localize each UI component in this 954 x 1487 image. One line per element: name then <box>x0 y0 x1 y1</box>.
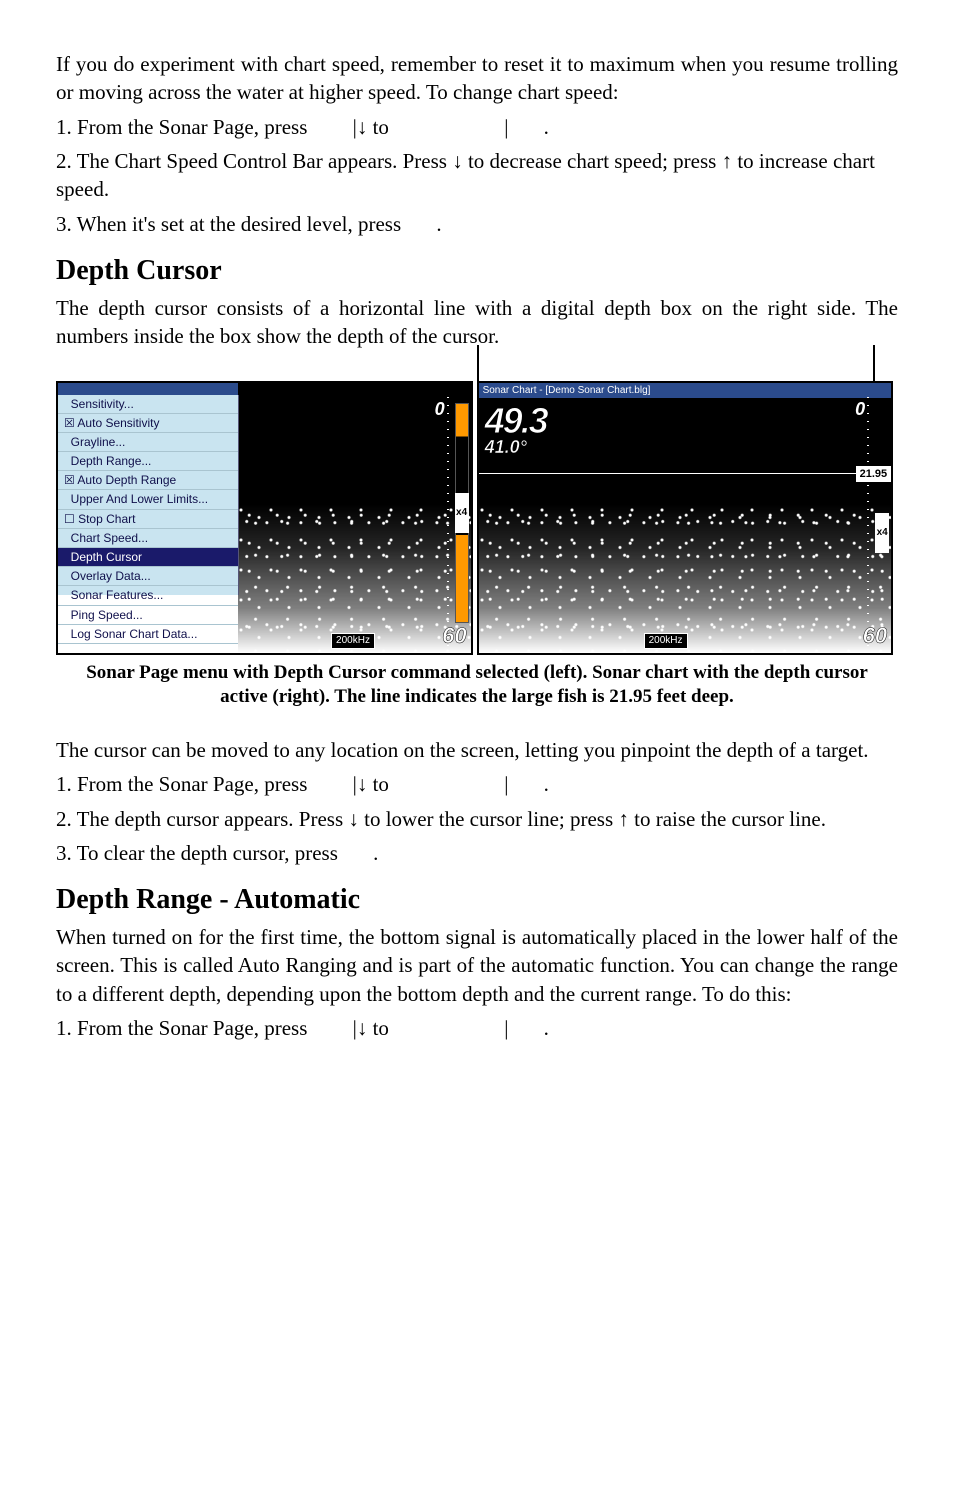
menu-item[interactable]: ☐ Stop Chart <box>58 510 238 529</box>
range-step-1: 1. From the Sonar Page, press |↓ to | . <box>56 1014 898 1042</box>
menu-item[interactable]: Depth Cursor <box>58 548 238 567</box>
ruler-bottom: 60 <box>442 621 466 651</box>
after-step-2: 2. The depth cursor appears. Press ↓ to … <box>56 805 898 833</box>
step-text: | <box>504 1016 508 1040</box>
figure-row: 0 60 x4 200kHz Sensitivity...☒ Auto Sens… <box>56 381 898 655</box>
after-step-3: 3. To clear the depth cursor, press . <box>56 839 898 867</box>
depth-ruler <box>447 397 449 653</box>
depth-range-paragraph: When turned on for the first time, the b… <box>56 923 898 1008</box>
step-text: . <box>373 841 378 865</box>
sonar-background: Sonar Chart - [Demo Sonar Chart.blg] 49.… <box>479 383 892 653</box>
sonar-menu-panel[interactable]: Sensitivity...☒ Auto Sensitivity Graylin… <box>58 395 239 595</box>
step-text: |↓ to <box>353 1016 395 1040</box>
intro-paragraph: If you do experiment with chart speed, r… <box>56 50 898 107</box>
pointer-line <box>477 345 479 381</box>
menu-item[interactable]: Upper And Lower Limits... <box>58 490 238 509</box>
intro-step-2: 2. The Chart Speed Control Bar appears. … <box>56 147 898 204</box>
depth-ruler <box>867 397 869 653</box>
step-text: 1. From the Sonar Page, press <box>56 772 313 796</box>
pointer-line <box>873 345 875 381</box>
step-text: 3. When it's set at the desired level, p… <box>56 212 406 236</box>
depth-cursor-heading: Depth Cursor <box>56 252 898 290</box>
frequency-label: 200kHz <box>644 633 688 649</box>
menu-item[interactable]: ☒ Auto Depth Range <box>58 471 238 490</box>
ruler-bottom: 60 <box>863 621 887 651</box>
step-text: . <box>544 115 549 139</box>
depth-cursor-line <box>479 473 857 474</box>
ruler-zero: 0 <box>855 397 865 421</box>
step-text: 1. From the Sonar Page, press <box>56 1016 313 1040</box>
after-paragraph: The cursor can be moved to any location … <box>56 736 898 764</box>
menu-item[interactable]: Grayline... <box>58 433 238 452</box>
ruler-zero: 0 <box>435 397 445 421</box>
menu-item[interactable]: Ping Speed... <box>58 606 238 625</box>
depth-cursor-value: 21.95 <box>856 466 892 483</box>
intro-step-1: 1. From the Sonar Page, press |↓ to | . <box>56 113 898 141</box>
menu-item[interactable]: Depth Range... <box>58 452 238 471</box>
menu-item[interactable]: Overlay Data... <box>58 567 238 586</box>
depth-range-heading: Depth Range - Automatic <box>56 881 898 919</box>
step-text: . <box>436 212 441 236</box>
menu-item[interactable]: Sensitivity... <box>58 395 238 414</box>
menu-item[interactable]: ☒ Auto Sensitivity <box>58 414 238 433</box>
sonar-noise <box>479 504 892 653</box>
figure-left: 0 60 x4 200kHz Sensitivity...☒ Auto Sens… <box>56 381 473 655</box>
step-text: |↓ to <box>353 115 395 139</box>
sonar-background: 0 60 x4 200kHz <box>238 383 471 653</box>
frequency-label: 200kHz <box>331 633 375 649</box>
temperature-readout: 41.0° <box>485 435 527 459</box>
figure-caption: Sonar Page menu with Depth Cursor comman… <box>86 661 868 710</box>
zoom-indicator: x4 <box>875 513 889 553</box>
step-text: |↓ to <box>353 772 395 796</box>
step-text: 1. From the Sonar Page, press <box>56 115 313 139</box>
zoom-indicator: x4 <box>455 493 469 533</box>
after-step-1: 1. From the Sonar Page, press |↓ to | . <box>56 770 898 798</box>
sonar-noise <box>238 504 471 653</box>
step-text: . <box>544 1016 549 1040</box>
step-text: | <box>504 772 508 796</box>
step-text: | <box>504 115 508 139</box>
figure-right: Sonar Chart - [Demo Sonar Chart.blg] 49.… <box>477 381 894 655</box>
menu-item[interactable]: Chart Speed... <box>58 529 238 548</box>
menu-item[interactable]: Log Sonar Chart Data... <box>58 625 238 644</box>
intro-step-3: 3. When it's set at the desired level, p… <box>56 210 898 238</box>
step-text: 3. To clear the depth cursor, press <box>56 841 343 865</box>
step-text: . <box>544 772 549 796</box>
depth-cursor-paragraph: The depth cursor consists of a horizonta… <box>56 294 898 351</box>
menu-item[interactable]: Sonar Features... <box>58 586 238 605</box>
